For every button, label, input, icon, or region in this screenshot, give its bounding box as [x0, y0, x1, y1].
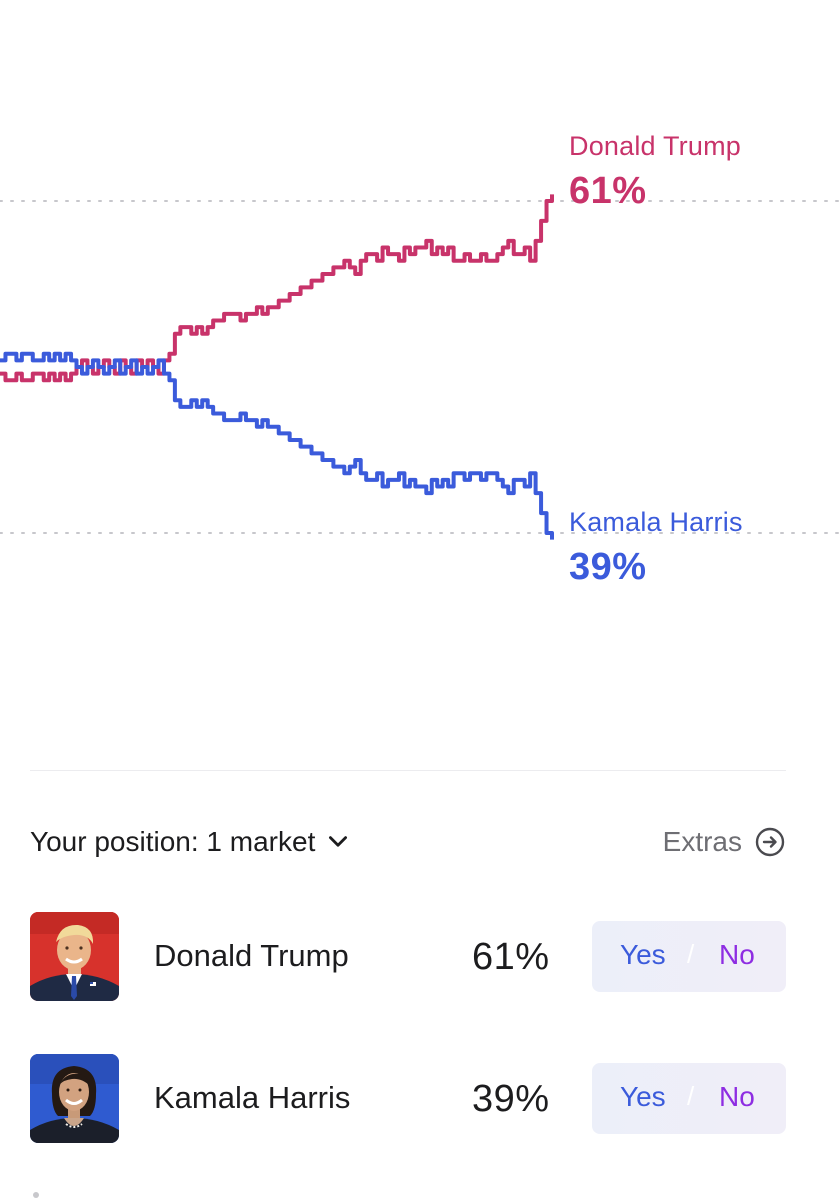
partial-bottom-element: [33, 1192, 39, 1198]
chevron-down-icon: [329, 836, 348, 847]
avatar-harris: [30, 1054, 119, 1143]
no-button[interactable]: No: [719, 1081, 755, 1112]
yes-button[interactable]: Yes: [620, 1081, 666, 1112]
avatar-trump: [30, 912, 119, 1001]
extras-label: Extras: [662, 826, 742, 857]
trump-series-label: Donald Trump: [569, 131, 741, 161]
trump-series-value: 61%: [569, 170, 647, 212]
series-line-trump: [0, 194, 554, 383]
yes-no-separator: /: [687, 1081, 695, 1111]
position-label: Your position: 1 market: [30, 826, 316, 857]
yes-no-separator: /: [687, 939, 695, 969]
harris-series-label: Kamala Harris: [569, 507, 743, 537]
position-dropdown[interactable]: Your position: 1 market: [30, 826, 351, 858]
candidate-percent: 39%: [472, 1078, 550, 1120]
series-line-harris: [0, 351, 554, 540]
yes-no-button[interactable]: Yes / No: [592, 1063, 786, 1134]
market-row-harris[interactable]: Kamala Harris 39% Yes / No: [30, 1054, 786, 1144]
candidate-name: Kamala Harris: [154, 1080, 351, 1115]
position-header: Your position: 1 market Extras: [30, 826, 786, 870]
no-button[interactable]: No: [719, 939, 755, 970]
yes-no-button[interactable]: Yes / No: [592, 921, 786, 992]
candidate-percent: 61%: [472, 936, 550, 978]
chart-svg: [0, 194, 839, 540]
harris-series-value: 39%: [569, 546, 647, 588]
arrow-right-circle-icon: [755, 827, 785, 857]
market-row-trump[interactable]: Donald Trump 61% Yes / No: [30, 912, 786, 1002]
yes-button[interactable]: Yes: [620, 939, 666, 970]
candidate-name: Donald Trump: [154, 938, 349, 973]
section-divider: [30, 770, 786, 771]
price-history-chart: Donald Trump 61% Kamala Harris 39%: [0, 131, 839, 588]
extras-button[interactable]: Extras: [663, 826, 786, 858]
harris-portrait-icon: [30, 1054, 119, 1143]
trump-portrait-icon: [30, 912, 119, 1001]
